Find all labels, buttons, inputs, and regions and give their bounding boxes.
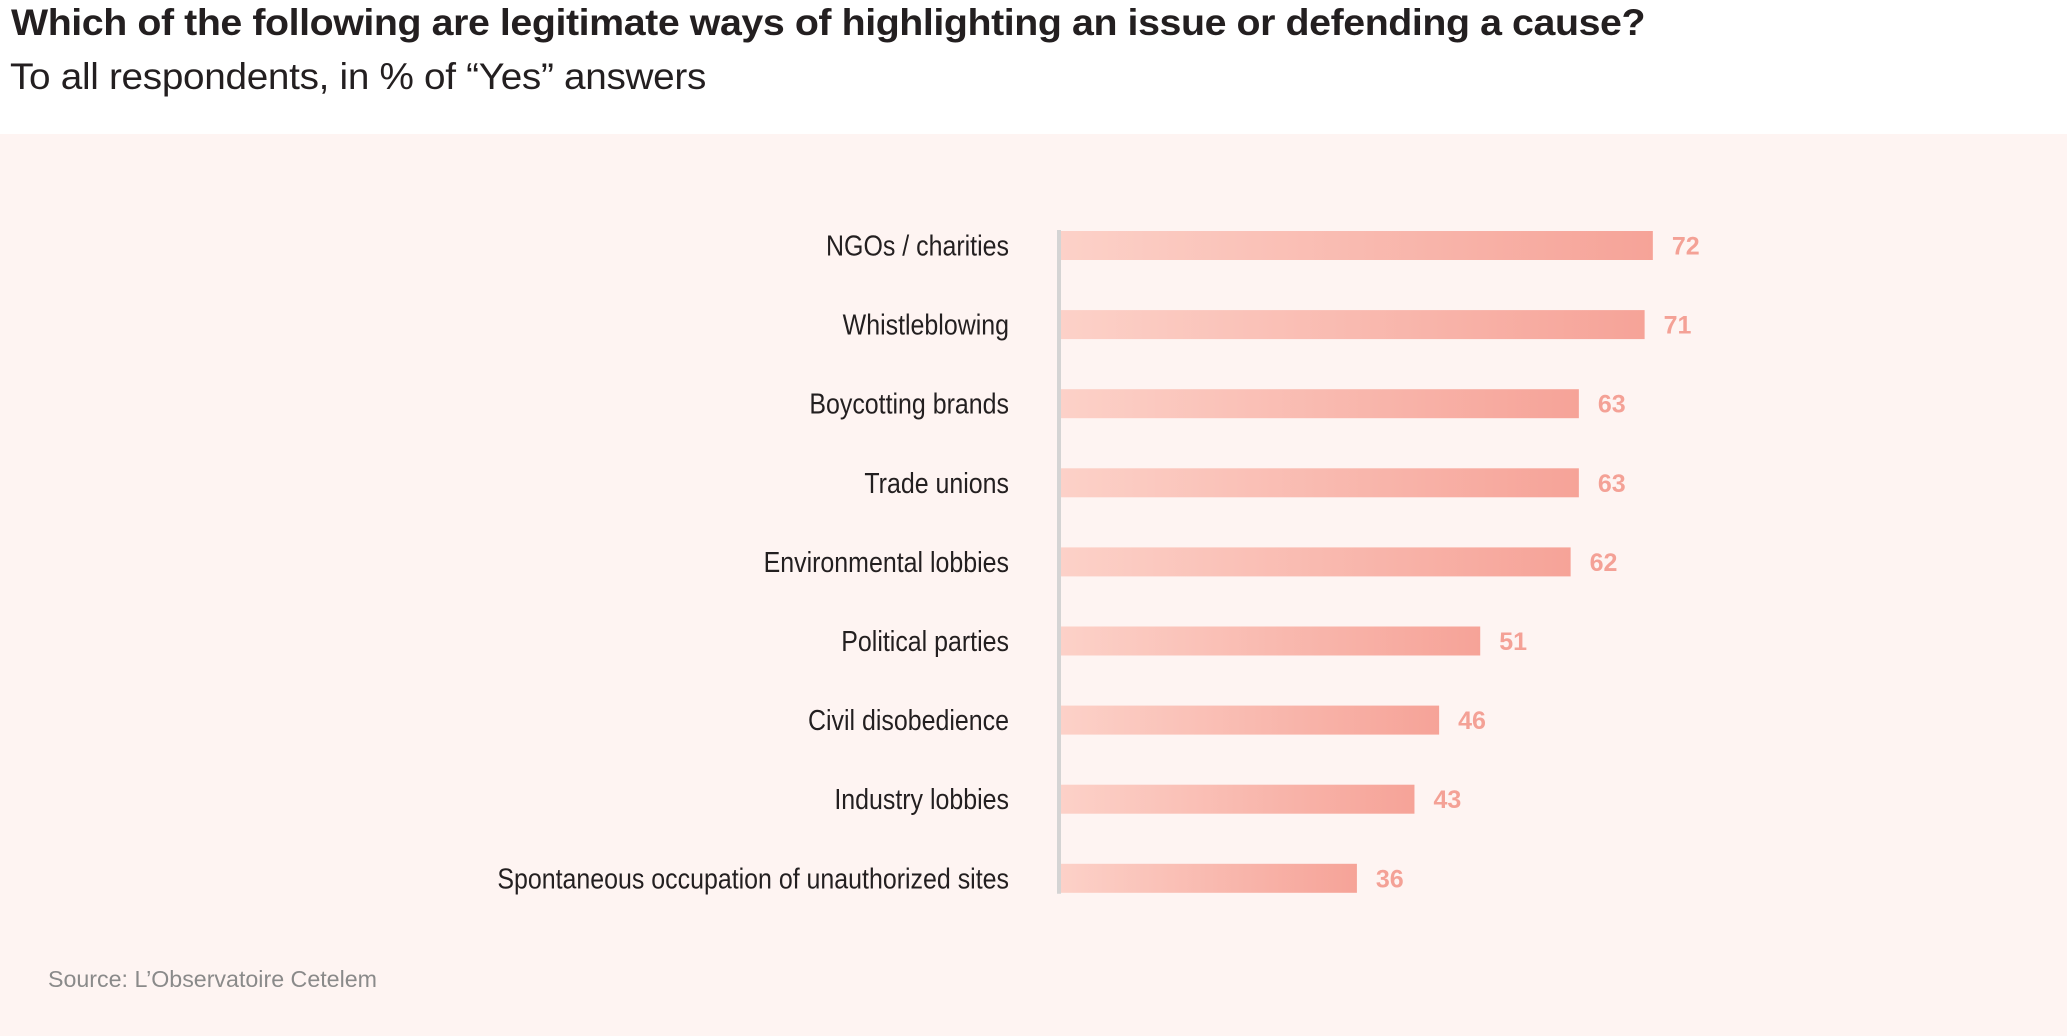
category-label: Spontaneous occupation of unauthorized s… (497, 863, 1009, 895)
category-label: Political parties (841, 626, 1009, 658)
chart-title: Which of the following are legitimate wa… (11, 2, 1646, 43)
value-label: 43 (1433, 786, 1461, 814)
bar-5 (1061, 626, 1481, 656)
source-note: Source: L’Observatoire Cetelem (48, 966, 377, 992)
bars-group (1061, 231, 1653, 893)
value-labels-group: 72 71 63 63 62 51 46 43 36 (1376, 233, 1700, 894)
value-label: 36 (1376, 865, 1404, 893)
value-label: 51 (1499, 628, 1527, 656)
value-label: 71 (1664, 312, 1692, 340)
value-label: 72 (1672, 233, 1700, 261)
category-label: Environmental lobbies (764, 547, 1009, 579)
value-label: 46 (1458, 707, 1486, 735)
bar-7 (1061, 784, 1415, 814)
category-label: NGOs / charities (826, 231, 1009, 263)
value-label: 63 (1598, 391, 1626, 419)
bar-8 (1061, 863, 1357, 893)
bar-6 (1061, 705, 1440, 735)
category-label: Civil disobedience (808, 705, 1009, 737)
category-label: Boycotting brands (809, 389, 1009, 421)
category-label: Whistleblowing (843, 310, 1009, 342)
value-label: 63 (1598, 470, 1626, 498)
value-label: 62 (1590, 549, 1618, 577)
chart-panel (0, 134, 2067, 1036)
category-labels-group: NGOs / charities Whistleblowing Boycotting… (497, 231, 1009, 896)
bar-3 (1061, 468, 1579, 498)
chart-subtitle: To all respondents, in % of “Yes” answer… (10, 56, 707, 97)
bar-1 (1061, 310, 1645, 340)
bar-2 (1061, 389, 1579, 419)
bar-4 (1061, 547, 1571, 577)
bar-0 (1061, 231, 1653, 260)
category-label: Trade unions (864, 468, 1009, 500)
category-label: Industry lobbies (834, 784, 1009, 816)
